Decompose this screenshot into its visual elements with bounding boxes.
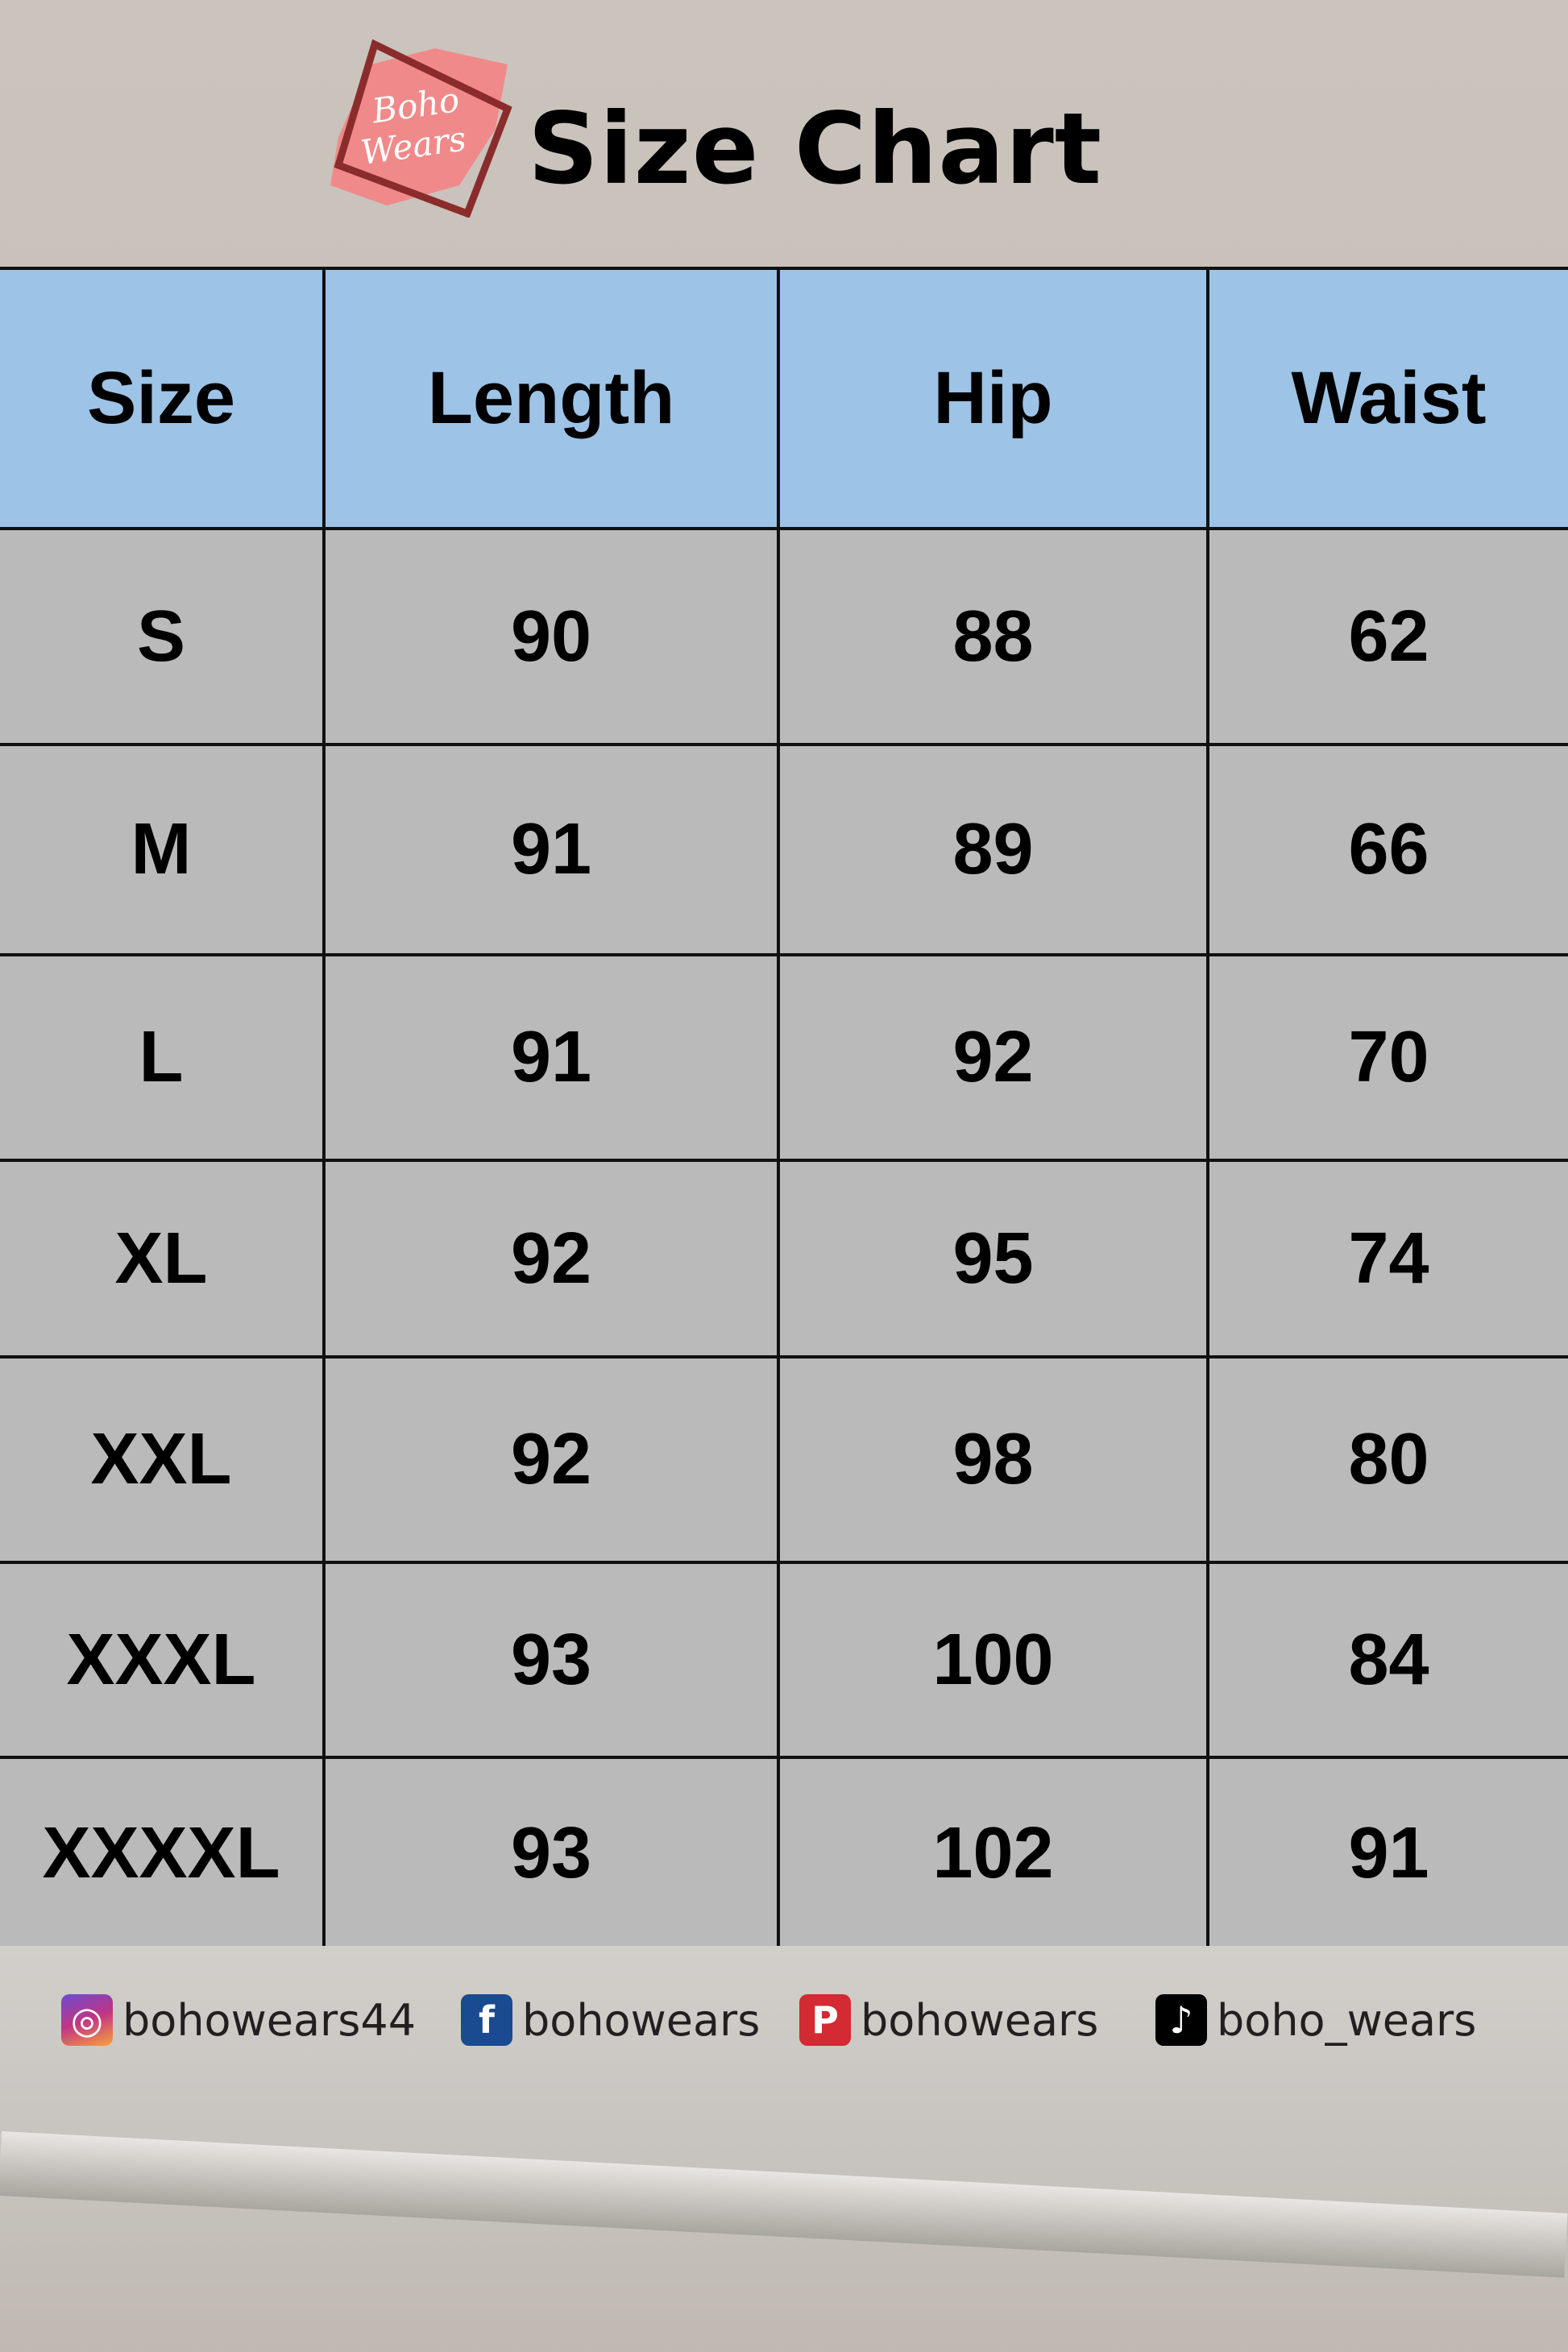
table-cell: XXXXL bbox=[0, 1756, 326, 1951]
table-row: XXXL 93 100 84 bbox=[0, 1561, 1568, 1759]
table-cell: 92 bbox=[322, 1159, 780, 1359]
table-cell: 91 bbox=[322, 953, 780, 1162]
table-cell: 100 bbox=[777, 1561, 1209, 1759]
table-cell: 91 bbox=[322, 743, 780, 956]
table-cell: S bbox=[0, 527, 326, 746]
table-cell: L bbox=[0, 953, 326, 1162]
table-cell: 70 bbox=[1206, 953, 1568, 1162]
page-title: Size Chart bbox=[528, 92, 1103, 206]
column-header: Hip bbox=[777, 267, 1209, 530]
size-table: Size Length Hip Waist S 90 88 62 M 91 89 66 L 91 9… bbox=[0, 267, 1568, 1951]
table-row: XXL 92 98 80 bbox=[0, 1355, 1568, 1564]
table-cell: XXXL bbox=[0, 1561, 326, 1759]
table-row: S 90 88 62 bbox=[0, 527, 1568, 746]
table-row: L 91 92 70 bbox=[0, 953, 1568, 1162]
instagram-icon: ◎ bbox=[61, 1994, 113, 2046]
tiktok-link[interactable]: ♪ boho_wears bbox=[1155, 1994, 1476, 2046]
instagram-link[interactable]: ◎ bohowears44 bbox=[61, 1994, 416, 2046]
tiktok-icon: ♪ bbox=[1155, 1994, 1207, 2046]
table-cell: 93 bbox=[322, 1561, 780, 1759]
table-cell: 95 bbox=[777, 1159, 1209, 1359]
table-cell: 66 bbox=[1206, 743, 1568, 956]
table-cell: 92 bbox=[777, 953, 1209, 1162]
clothes-rail-image bbox=[0, 2131, 1568, 2278]
tiktok-handle: boho_wears bbox=[1217, 1994, 1477, 2046]
table-header-row: Size Length Hip Waist bbox=[0, 267, 1568, 530]
table-cell: 93 bbox=[322, 1756, 780, 1951]
pinterest-icon: P bbox=[799, 1994, 851, 2046]
table-cell: 90 bbox=[322, 527, 780, 746]
pinterest-link[interactable]: P bohowears bbox=[799, 1994, 1098, 2046]
column-header: Length bbox=[322, 267, 780, 530]
facebook-icon: f bbox=[461, 1994, 512, 2046]
footer: ◎ bohowears44 f bohowears P bohowears ♪ … bbox=[0, 1946, 1568, 2352]
column-header: Size bbox=[0, 267, 326, 530]
column-header: Waist bbox=[1206, 267, 1568, 530]
header: Boho Wears Size Chart bbox=[0, 0, 1568, 267]
table-cell: 98 bbox=[777, 1355, 1209, 1564]
facebook-link[interactable]: f bohowears bbox=[461, 1994, 760, 2046]
instagram-handle: bohowears44 bbox=[122, 1994, 417, 2046]
table-row: XXXXL 93 102 91 bbox=[0, 1756, 1568, 1951]
table-row: M 91 89 66 bbox=[0, 743, 1568, 956]
table-cell: M bbox=[0, 743, 326, 956]
table-cell: 80 bbox=[1206, 1355, 1568, 1564]
table-cell: 62 bbox=[1206, 527, 1568, 746]
table-cell: XL bbox=[0, 1159, 326, 1359]
boho-wears-logo: Boho Wears bbox=[330, 39, 512, 218]
facebook-handle: bohowears bbox=[522, 1994, 761, 2046]
table-cell: XXL bbox=[0, 1355, 326, 1564]
table-cell: 102 bbox=[777, 1756, 1209, 1951]
table-cell: 88 bbox=[777, 527, 1209, 746]
table-cell: 74 bbox=[1206, 1159, 1568, 1359]
pinterest-handle: bohowears bbox=[861, 1994, 1099, 2046]
table-cell: 91 bbox=[1206, 1756, 1568, 1951]
table-cell: 89 bbox=[777, 743, 1209, 956]
table-row: XL 92 95 74 bbox=[0, 1159, 1568, 1359]
table-cell: 92 bbox=[322, 1355, 780, 1564]
table-cell: 84 bbox=[1206, 1561, 1568, 1759]
